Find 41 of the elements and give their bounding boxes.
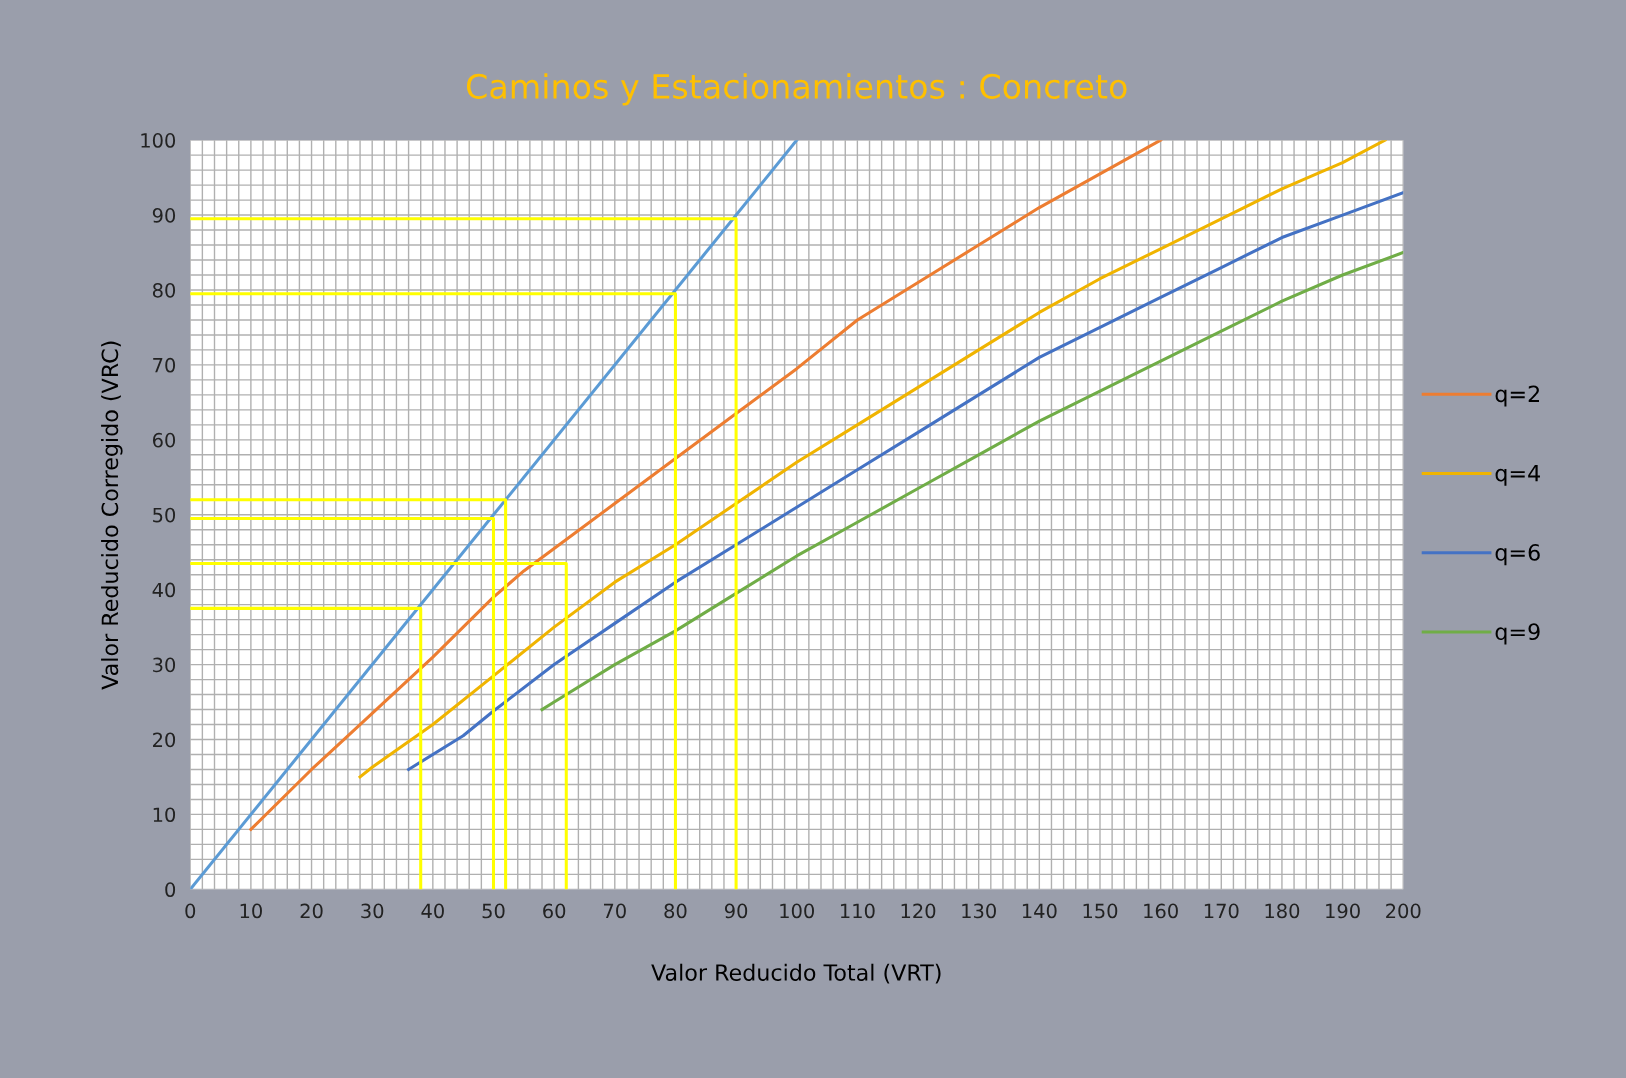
x-tick-label: 110 [840,903,875,919]
y-tick-label: 40 [152,582,176,598]
x-tick-label: 80 [664,903,687,919]
chart-title: Caminos y Estacionamientos : Concreto [466,73,1127,106]
x-tick-label: 170 [1204,903,1239,919]
x-tick-label: 0 [185,903,196,919]
y-axis-title: Valor Reducido Corregido (VRC) [101,341,123,690]
x-tick-label: 180 [1265,903,1300,919]
x-tick-label: 70 [604,903,626,919]
x-tick-label: 10 [240,903,262,919]
y-tick-label: 30 [153,657,176,673]
legend-label: q=2 [1495,385,1539,407]
y-tick-label: 50 [153,507,176,523]
x-tick-label: 130 [962,903,996,919]
y-tick-label: 100 [141,133,176,148]
x-tick-label: 150 [1083,903,1118,919]
legend-label: q=9 [1495,623,1540,645]
x-tick-label: 190 [1326,903,1360,919]
y-tick-label: 90 [152,208,176,223]
x-tick-label: 40 [421,903,444,919]
legend-label: q=4 [1495,465,1540,486]
x-tick-label: 90 [724,903,748,919]
y-tick-label: 80 [152,282,176,298]
line-series [249,140,1163,831]
x-tick-label: 100 [780,903,815,919]
x-tick-label: 120 [901,903,936,919]
x-tick-label: 200 [1386,903,1421,919]
x-tick-label: 30 [361,903,384,919]
y-tick-label: 10 [153,807,176,823]
x-tick-label: 50 [482,903,505,919]
x-tick-label: 160 [1144,903,1178,919]
x-tick-label: 20 [300,903,323,919]
y-tick-label: 70 [153,357,176,373]
y-tick-label: 0 [165,882,176,898]
x-axis-title: Valor Reducido Total (VRT) [651,963,941,984]
y-tick-label: 20 [153,732,176,748]
x-tick-label: 140 [1022,903,1057,919]
y-tick-label: 60 [152,432,176,448]
x-tick-label: 60 [543,903,566,919]
line-series [540,250,1404,712]
legend-label: q=6 [1495,544,1540,566]
